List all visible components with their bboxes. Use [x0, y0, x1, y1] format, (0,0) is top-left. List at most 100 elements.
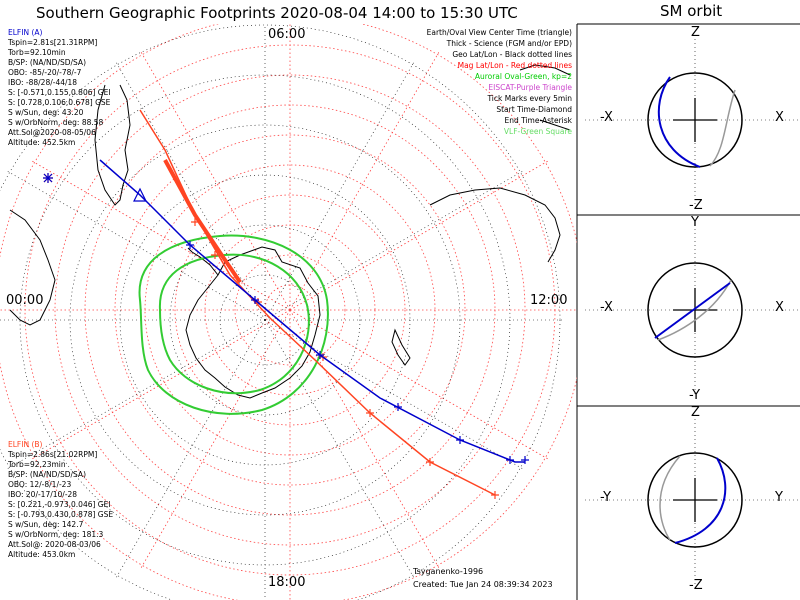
orbit-axis-label-bottom: -Z	[689, 198, 703, 213]
polar-map	[0, 24, 577, 600]
info-line: OBO: 12/-8/1/-23	[8, 480, 72, 489]
info-line: Tspin=2.81s[21.31RPM]	[8, 38, 98, 47]
info-line: S: [0.221,-0.973,0.046] GEI	[8, 500, 111, 509]
science-segment	[163, 159, 242, 284]
earth-circle	[647, 72, 743, 168]
info-line: Att.Sol@2020-08-05/06	[8, 128, 96, 137]
orbit-a-path	[674, 457, 727, 544]
earth-circle	[647, 262, 743, 358]
legend-item: End Time-Asterisk	[504, 116, 572, 125]
tick-mark	[191, 218, 199, 226]
orbit-axis-label-top: Z	[691, 405, 700, 420]
orbit-panel-1	[585, 35, 800, 205]
geo-lat-circle	[69, 124, 461, 516]
legend-item: VLF-Green Square	[503, 127, 572, 136]
orbit-b-ghost	[659, 455, 681, 541]
info-line: IBO: -88/28/-44/18	[8, 78, 78, 87]
antarctica-coast	[185, 246, 321, 399]
track-line	[139, 109, 496, 496]
orbit-b-ghost	[657, 279, 732, 341]
info-line: ELFIN (B)	[8, 440, 43, 449]
orbit-axis-label-left: -X	[600, 300, 613, 315]
info-line: B/SP: (NA/ND/SD/SA)	[8, 470, 86, 479]
tick-mark	[366, 409, 374, 417]
sm-orbit-panels	[585, 35, 800, 585]
info-line: Tspin=2.86s[21.02RPM]	[8, 450, 98, 459]
mag-lat-circle	[54, 74, 526, 546]
orbit-axis-label-left: -X	[600, 110, 613, 125]
info-line: IBO: 20/-17/10/-28	[8, 490, 78, 499]
info-line: Att.Sol@: 2020-08-03/06	[8, 540, 101, 549]
time-label-bottom: 18:00	[268, 575, 306, 590]
orbit-axis-label-left: -Y	[600, 490, 612, 505]
info-line: Altitude: 453.0km	[8, 550, 76, 559]
orbit-axis-label-bottom: -Z	[689, 578, 703, 593]
elfin-a-info: ELFIN (A) Tspin=2.81s[21.31RPM] Torb=92.10…	[8, 28, 111, 148]
info-line: S w/OrbNorm, deg: 181.3	[8, 530, 104, 539]
orbit-axis-label-right: Y	[775, 490, 783, 505]
orbit-axis-label-top: Z	[691, 25, 700, 40]
tick-mark	[491, 491, 499, 499]
earth-circle	[647, 452, 743, 548]
info-line: S: [-0.571,0.155,0.806] GEI	[8, 88, 111, 97]
mag-lat-circle	[234, 254, 346, 366]
info-line: Altitude: 452.5km	[8, 138, 76, 147]
antarctic-peninsula	[187, 247, 219, 276]
mag-lat-circle	[114, 134, 466, 486]
orbit-axis-label-right: X	[775, 300, 784, 315]
info-line: B/SP: (NA/ND/SD/SA)	[8, 58, 86, 67]
orbit-axis-label-top: Y	[691, 215, 699, 230]
tick-mark	[186, 241, 194, 249]
mag-lat-circle	[174, 194, 406, 426]
orbit-panel-3	[585, 415, 800, 585]
info-line: Torb=92.23min	[8, 460, 66, 469]
legend-item: Tick Marks every 5min	[487, 94, 572, 103]
orbit-b-ghost	[709, 89, 736, 167]
orbit-a-path	[654, 282, 731, 339]
tick-mark	[316, 351, 324, 359]
coastlines	[9, 64, 571, 399]
info-line: S w/Sun, deg: 142.7	[8, 520, 84, 529]
orbit-title: SM orbit	[660, 2, 723, 20]
island-coast-2	[539, 119, 571, 131]
tick-mark	[251, 296, 259, 304]
legend-item: Start Time-Diamond	[496, 105, 572, 114]
tick-mark	[456, 436, 464, 444]
legend-item: Auroral Oval-Green, kp=2	[474, 72, 572, 81]
new-zealand-coast	[391, 328, 411, 366]
elfin-a-track	[43, 159, 529, 464]
chart-title: Southern Geographic Footprints 2020-08-0…	[36, 4, 518, 22]
info-line: S: [0.728,0.106,0.678] GSE	[8, 98, 111, 107]
geo-lat-circles	[0, 24, 565, 600]
tick-mark	[211, 251, 219, 259]
auroral-oval-outer	[138, 234, 329, 415]
africa-coast	[9, 209, 56, 326]
legend-item: Earth/Oval View Center Time (triangle)	[426, 28, 572, 37]
info-line: Torb=92.10min	[8, 48, 66, 57]
legend-item: Thick - Science (FGM and/or EPD)	[446, 39, 572, 48]
time-label-top: 06:00	[268, 27, 306, 42]
island-coast	[519, 64, 571, 76]
time-label-left: 00:00	[6, 293, 44, 308]
time-label-right: 12:00	[530, 293, 568, 308]
info-line: S w/Sun, deg: 43.20	[8, 108, 84, 117]
view-center-triangle	[133, 187, 147, 202]
tick-mark	[506, 456, 514, 464]
australia-coast	[429, 187, 561, 263]
legend-item: Geo Lat/Lon - Black dotted lines	[452, 50, 572, 59]
info-line: OBO: -85/-20/-78/-7	[8, 68, 82, 77]
created-label: Created: Tue Jan 24 08:39:34 2023	[413, 580, 553, 589]
tick-mark	[394, 403, 402, 411]
geo-lat-circle	[0, 24, 561, 600]
south-america-coast	[94, 84, 131, 206]
info-line: ELFIN (A)	[8, 28, 43, 37]
orbit-panel-2	[585, 225, 800, 395]
tick-mark	[521, 456, 529, 464]
end-asterisk	[43, 173, 53, 183]
info-line: S w/OrbNorm, deg: 88.58	[8, 118, 104, 127]
model-label: Tsyganenko-1996	[413, 567, 484, 576]
orbit-a-path	[657, 76, 701, 168]
elfin-b-info: ELFIN (B) Tspin=2.86s[21.02RPM] Torb=92.23…	[8, 440, 113, 560]
info-line: S: [-0.793,0.430,0.878] GSE	[8, 510, 114, 519]
